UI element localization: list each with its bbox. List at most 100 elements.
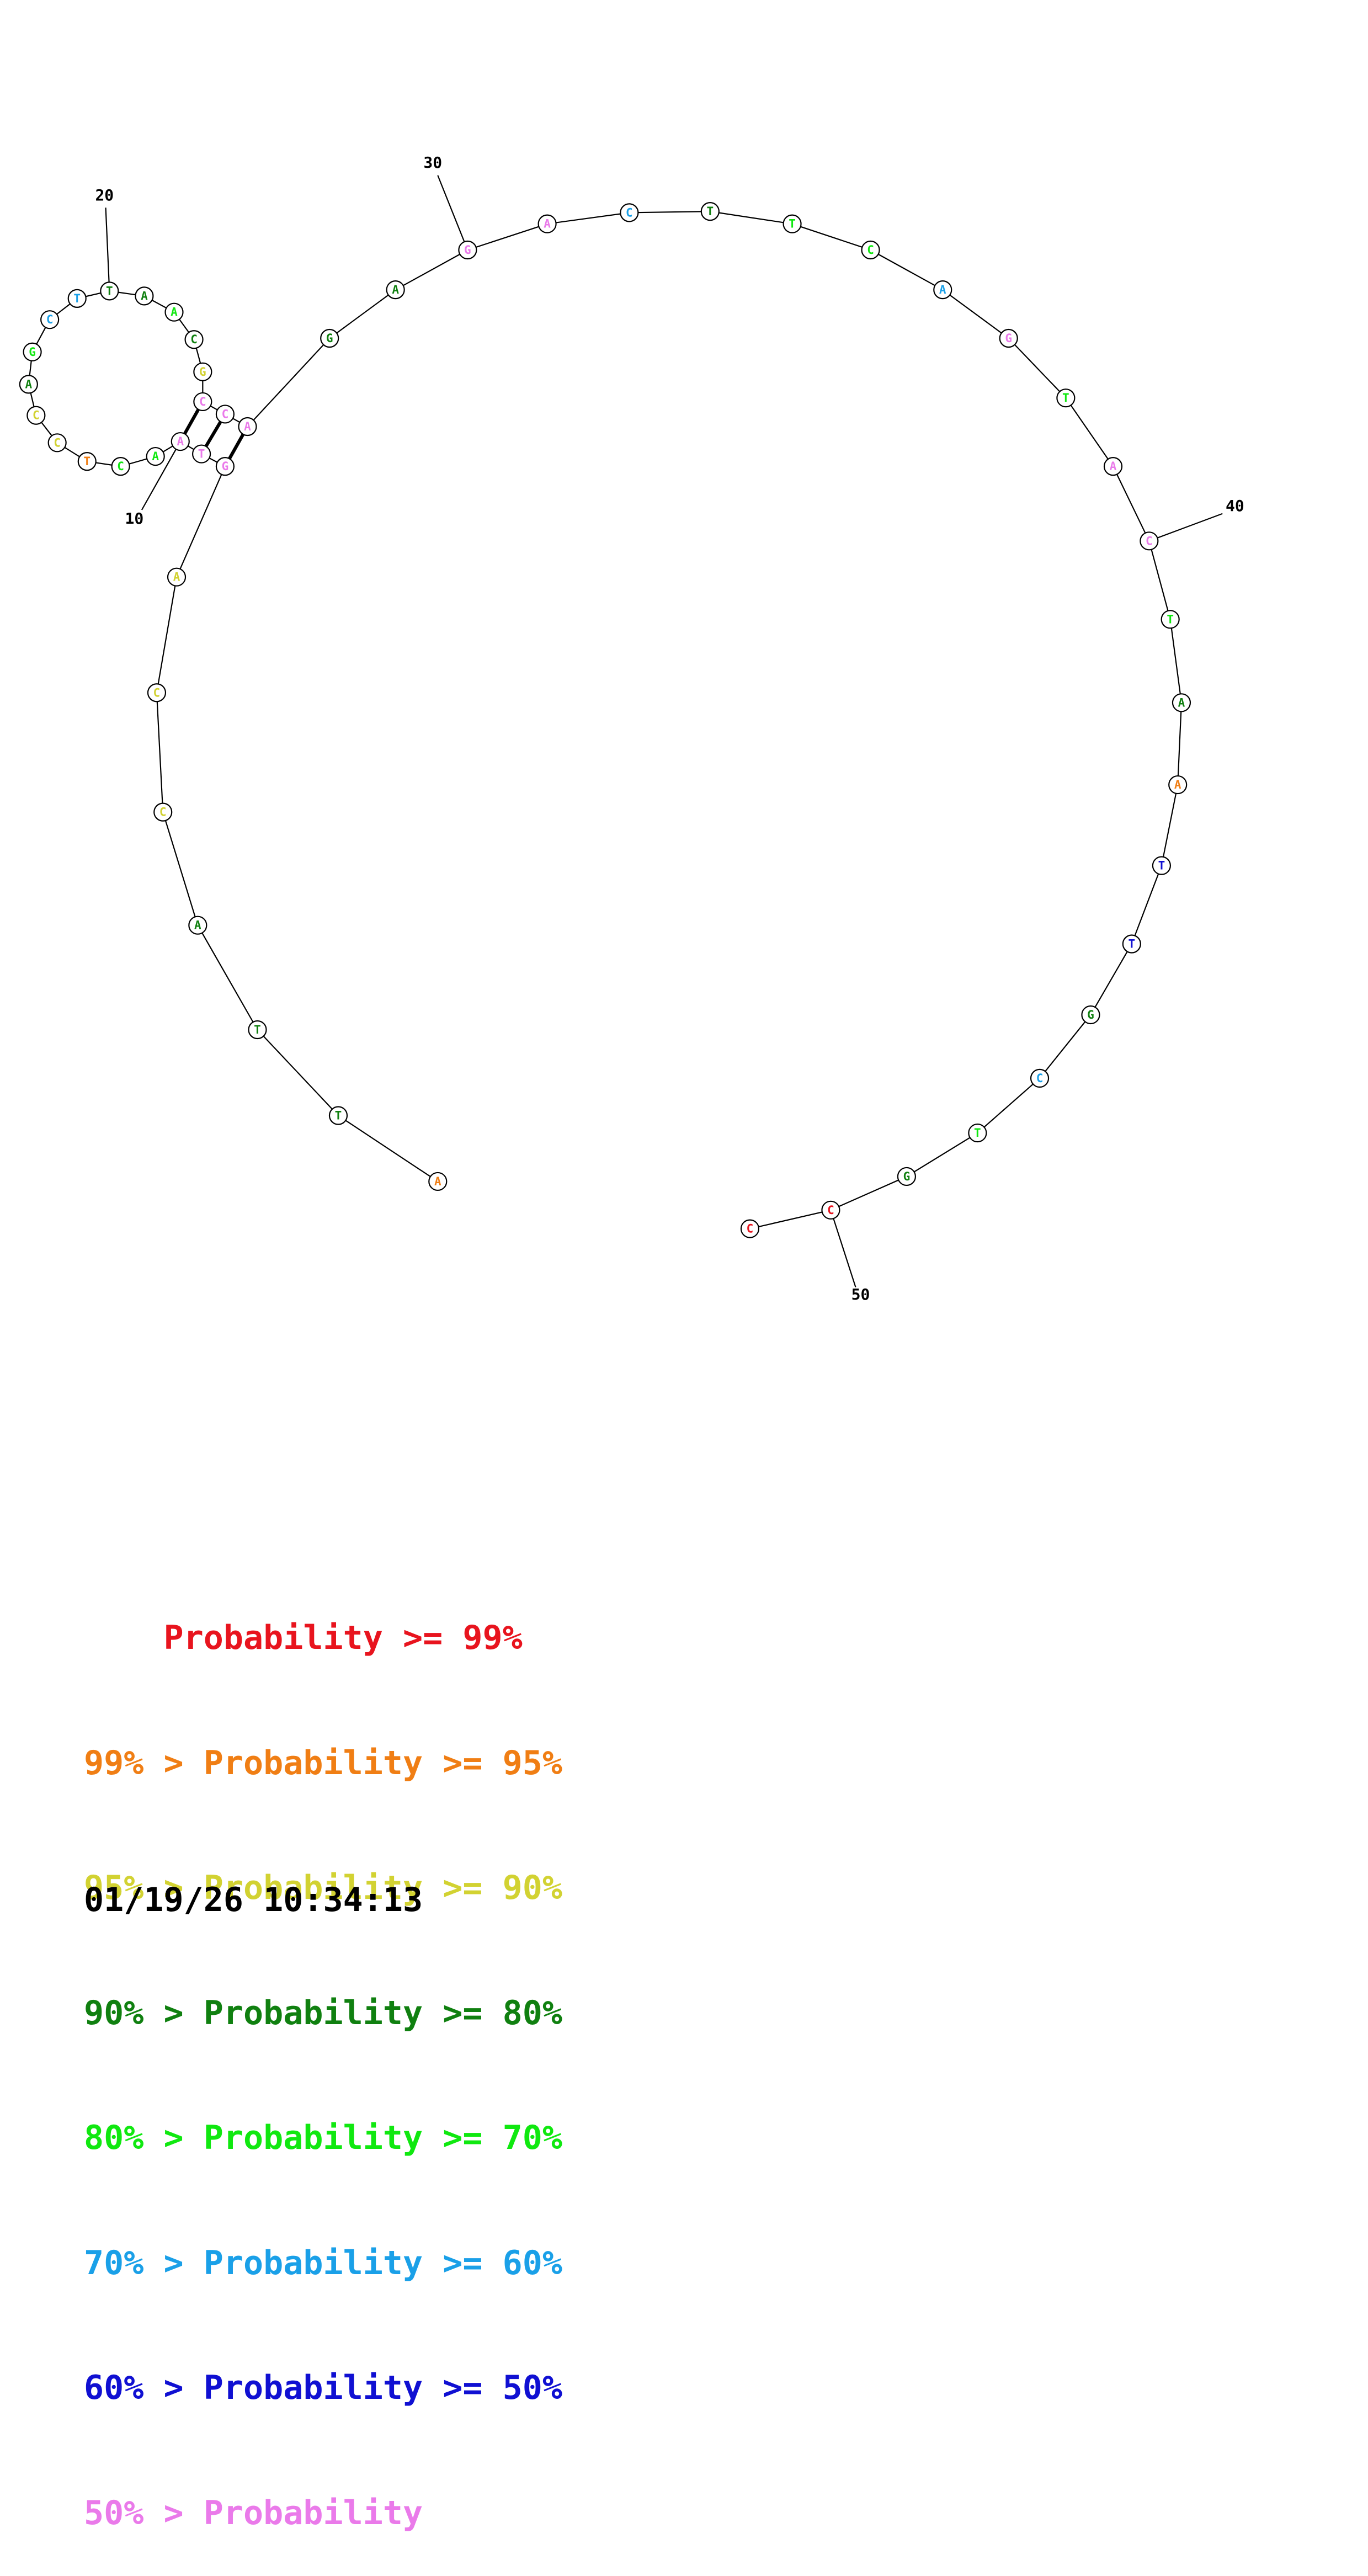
backbone-segment xyxy=(942,289,1009,339)
nucleotide-circle xyxy=(1030,1068,1050,1088)
backbone-segment xyxy=(257,1029,339,1116)
nucleotide-circle xyxy=(19,375,38,394)
nucleotide-letter: A xyxy=(25,377,33,391)
nucleotide-letter: C xyxy=(1036,1072,1044,1085)
nucleotide-letter: C xyxy=(626,206,633,219)
nucleotide-letter: T xyxy=(1167,613,1174,626)
nucleotide-letter: A xyxy=(171,306,178,319)
nucleotide-letter: C xyxy=(222,407,229,421)
nucleotide-circle xyxy=(1161,610,1180,629)
backbone-segment xyxy=(547,212,630,225)
backbone-segment xyxy=(710,211,792,225)
nucleotide-letter: A xyxy=(1178,696,1185,709)
nucleotide-letter: A xyxy=(194,919,201,932)
nucleotide-circle xyxy=(23,342,42,361)
nucleotide-circle xyxy=(26,406,46,425)
nucleotide-letter: A xyxy=(173,571,180,584)
nucleotide-circle xyxy=(111,457,130,476)
backbone-segment xyxy=(197,925,258,1030)
nucleotide-letter: G xyxy=(222,460,229,473)
backbone-segment xyxy=(629,211,710,214)
tick-marks: 10 20 30 40 50 xyxy=(95,153,1244,1303)
nucleotide-circle xyxy=(47,433,67,453)
nucleotide-circle xyxy=(193,392,212,412)
nucleotide-letter: C xyxy=(54,436,61,449)
backbone-segment xyxy=(467,223,547,251)
backbone-segment xyxy=(1039,1014,1092,1079)
legend-row: Probability >= 99% xyxy=(84,1617,562,1659)
legend-row: 60% > Probability >= 50% xyxy=(84,2367,562,2409)
nucleotide-circle xyxy=(1152,856,1171,875)
legend-prefix: 99% > xyxy=(84,1743,204,1782)
nucleotide-circle xyxy=(1103,457,1123,476)
tick-line xyxy=(105,207,110,291)
tick-label-10: 10 xyxy=(125,509,144,528)
nucleotide-circle xyxy=(897,1167,917,1186)
nucleotide-letter: T xyxy=(1158,859,1165,872)
nucleotide-letter: C xyxy=(199,395,206,408)
nucleotide-letter: A xyxy=(392,283,399,296)
nucleotide-circle xyxy=(1168,775,1188,795)
nucleotide-letter: T xyxy=(335,1109,342,1122)
legend-prefix: 80% > xyxy=(84,2119,204,2157)
legend-prefix: 95% > xyxy=(84,1869,204,1907)
nucleotide-circle xyxy=(135,286,154,306)
nucleotide-letter: T xyxy=(83,455,91,468)
legend-row: 70% > Probability >= 60% xyxy=(84,2243,562,2285)
backbone-segment xyxy=(792,223,871,251)
nucleotide-letter: A xyxy=(141,289,148,302)
nucleotide-circle xyxy=(386,280,405,300)
nucleotide-circle xyxy=(740,1219,760,1238)
nucleotide-circle xyxy=(40,310,60,329)
nucleotide-letter: T xyxy=(974,1126,981,1140)
nucleotide-letter: C xyxy=(867,243,874,257)
backbone-segment xyxy=(1177,702,1183,785)
nucleotide-circle xyxy=(1081,1005,1100,1025)
nucleotide-circle xyxy=(620,203,639,222)
nucleotide-circle xyxy=(968,1123,987,1143)
nucleotide-circle xyxy=(1172,693,1191,712)
backbone-segment xyxy=(247,338,331,427)
nucleotide-letter: T xyxy=(73,292,81,305)
tick-line xyxy=(141,441,181,510)
nucleotides: A T T A C C A G T A A C T C C A G C T T A A C G C C A G A G A C T T C A G T A C… xyxy=(19,202,1191,1238)
backbone-segment xyxy=(156,577,178,693)
backbone-segment xyxy=(1169,619,1183,703)
nucleotide-letter: G xyxy=(199,365,206,379)
nucleotide-letter: A xyxy=(544,217,551,231)
legend-text: Probability >= 60% xyxy=(203,2243,562,2282)
nucleotide-letter: C xyxy=(117,460,124,473)
nucleotide-circle xyxy=(328,1106,348,1125)
nucleotide-circle xyxy=(184,330,204,349)
nucleotide-circle xyxy=(146,446,165,466)
nucleotide-circle xyxy=(147,683,167,702)
backbone-segment xyxy=(749,1209,831,1230)
legend-text: Probability >= 70% xyxy=(203,2119,562,2157)
probability-legend: Probability >= 99% 99% > Probability >= … xyxy=(84,1534,562,2576)
tick-line xyxy=(830,1210,856,1287)
legend-text: Probability >= 99% xyxy=(163,1619,523,1657)
nucleotide-circle xyxy=(193,362,212,381)
nucleotide-circle xyxy=(700,202,720,221)
tick-label-20: 20 xyxy=(95,186,114,204)
legend-row: 90% > Probability >= 80% xyxy=(84,1993,562,2035)
nucleotide-letter: G xyxy=(1005,332,1012,345)
tick-label-40: 40 xyxy=(1226,497,1244,515)
legend-text: Probability >= 80% xyxy=(203,1993,562,2032)
legend-row: 80% > Probability >= 70% xyxy=(84,2117,562,2159)
nucleotide-letter: C xyxy=(159,806,167,819)
tick-label-50: 50 xyxy=(851,1285,870,1303)
nucleotide-letter: T xyxy=(1128,938,1135,951)
nucleotide-letter: T xyxy=(1062,391,1069,405)
nucleotide-circle xyxy=(537,214,557,233)
legend-prefix xyxy=(84,1619,164,1657)
nucleotide-circle xyxy=(248,1020,267,1040)
nucleotide-letter: G xyxy=(326,332,333,345)
nucleotide-circle xyxy=(167,567,187,587)
backbone-segment xyxy=(338,1115,438,1182)
nucleotide-letter: C xyxy=(827,1204,834,1217)
legend-prefix: 90% > xyxy=(84,1993,204,2032)
nucleotide-letter: C xyxy=(1146,534,1153,547)
nucleotide-circle xyxy=(215,457,235,476)
legend-text: Probability xyxy=(203,2493,423,2532)
